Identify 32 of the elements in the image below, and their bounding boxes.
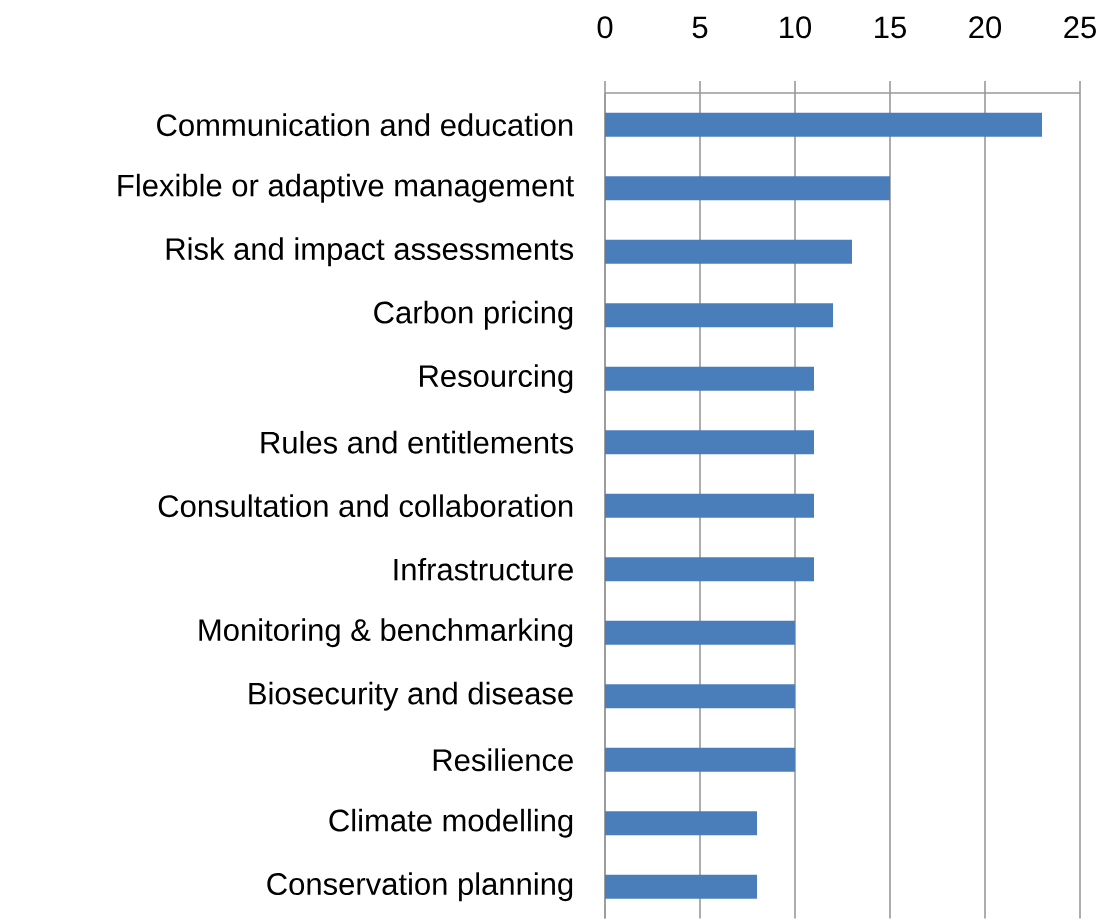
y-tick-label: Biosecurity and disease [249, 681, 573, 711]
x-tick-label: 25 [1064, 16, 1096, 39]
x-tick-label: 5 [692, 16, 708, 39]
bar [605, 684, 795, 709]
y-tick-label: Infrastructure [394, 557, 573, 581]
bar [605, 430, 814, 455]
y-tick-label: Rules and entitlements [261, 430, 574, 454]
bar [605, 874, 757, 899]
bar [605, 620, 795, 645]
y-tick-label: Resilience [433, 748, 573, 772]
bar [605, 112, 1042, 137]
bar [605, 239, 852, 264]
y-tick-label: Risk and impact assessments [166, 237, 574, 267]
y-tick-label: Climate modelling [329, 808, 573, 838]
y-tick-label: Flexible or adaptive management [118, 173, 574, 203]
bar [605, 557, 814, 582]
bar [605, 747, 795, 772]
bar [605, 811, 757, 836]
y-tick-label: Communication and education [157, 113, 573, 137]
bar [605, 176, 891, 201]
x-tick-label: 0 [597, 16, 613, 39]
y-tick-label: Consultation and collaboration [158, 494, 573, 518]
y-tick-label: Carbon pricing [374, 300, 573, 330]
x-tick-label: 10 [780, 16, 812, 39]
y-tick-label: Conservation planning [267, 872, 573, 902]
bar [605, 493, 814, 518]
bar [605, 303, 833, 328]
bar [605, 366, 814, 391]
x-tick-label: 15 [875, 16, 906, 39]
y-tick-label: Resourcing [420, 364, 573, 394]
y-tick-label: Monitoring & benchmarking [199, 618, 573, 648]
x-tick-label: 20 [969, 16, 1002, 39]
